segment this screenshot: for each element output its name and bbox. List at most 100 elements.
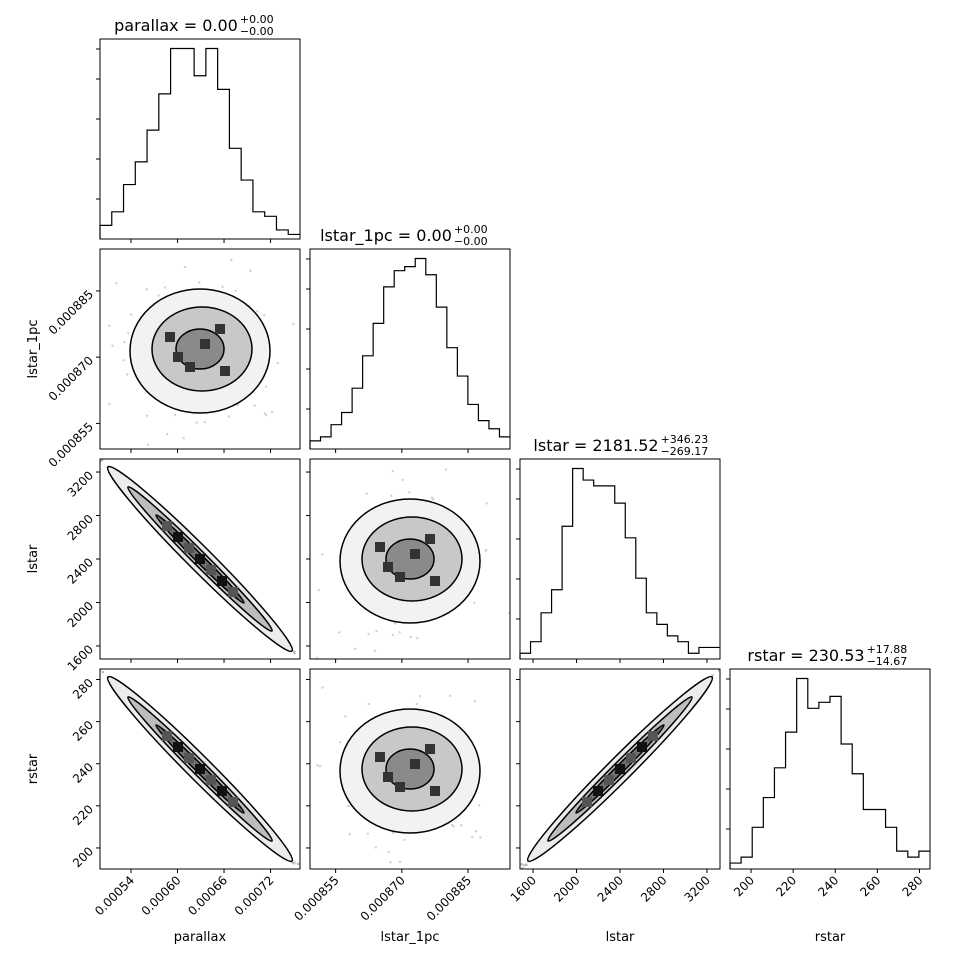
xtick-label-parallax: 0.00072 [232, 873, 277, 918]
title-rstar: rstar = 230.53 +17.88−14.67 [747, 643, 907, 668]
density-block [410, 759, 420, 769]
sample-point [409, 635, 412, 638]
sample-point [130, 313, 133, 316]
sample-point [315, 430, 317, 432]
density-block [582, 797, 592, 807]
sample-point [108, 324, 111, 327]
sample-point [418, 694, 422, 698]
panel-rstar-vs-lstar_1pc [309, 668, 511, 870]
sample-point [264, 385, 268, 388]
ytick-label-lstar: 2800 [65, 512, 96, 543]
sample-point [415, 702, 418, 706]
xaxis-label-rstar: rstar [815, 930, 846, 945]
density-block [395, 782, 405, 792]
density-block [383, 562, 393, 572]
sample-point [165, 432, 169, 436]
xtick-label-lstar: 2800 [638, 873, 669, 904]
sample-point [198, 281, 201, 284]
sample-point [101, 670, 105, 674]
sample-point [292, 322, 295, 326]
sample-point [374, 846, 377, 849]
sample-point [91, 661, 94, 664]
sample-point [253, 404, 256, 407]
panel-frame [309, 668, 511, 870]
sample-point [262, 314, 266, 317]
sample-point [256, 310, 259, 313]
density-block [195, 764, 205, 774]
histogram-lstar [519, 467, 720, 659]
title-plus: +0.00 [240, 13, 274, 26]
title-minus: −0.00 [454, 235, 488, 248]
sample-point [85, 443, 88, 446]
sample-point [315, 656, 319, 659]
histogram-lstar_1pc [309, 257, 510, 449]
xtick-label-lstar: 1600 [508, 873, 539, 904]
density-block [206, 775, 216, 785]
title-plus: +0.00 [454, 223, 488, 236]
sample-point [94, 662, 97, 665]
sample-point [115, 282, 118, 285]
sample-point [485, 502, 488, 505]
sample-point [304, 664, 307, 667]
sample-point [347, 804, 350, 808]
panel-rstar-vs-lstar [508, 656, 732, 879]
sample-point [94, 666, 97, 669]
sample-point [234, 289, 237, 292]
density-block [206, 565, 216, 575]
sample-point [366, 832, 370, 835]
sample-point [403, 838, 406, 842]
title-minus: −0.00 [240, 25, 274, 38]
sample-point [147, 443, 150, 446]
yaxis-label-lstar_1pc: lstar_1pc [26, 320, 41, 379]
sample-point [123, 341, 126, 344]
xtick-label-lstar: 2000 [551, 873, 582, 904]
sample-point [321, 686, 324, 689]
title-main: rstar = 230.53 [747, 646, 864, 665]
density-block [425, 534, 435, 544]
sample-point [306, 666, 309, 669]
xaxis-label-lstar: lstar [606, 930, 635, 945]
hist-panel-lstar_1pc [306, 248, 511, 450]
histogram-rstar [729, 677, 930, 869]
sample-point [301, 868, 304, 871]
sample-point [444, 678, 446, 680]
ytick-label-rstar: 280 [70, 676, 96, 702]
xaxis-label-parallax: parallax [174, 930, 227, 945]
xaxis-label-lstar_1pc: lstar_1pc [381, 930, 440, 945]
xtick-label-rstar: 280 [899, 873, 925, 899]
sample-point [306, 877, 309, 880]
sample-point [339, 741, 342, 744]
sample-point [221, 285, 224, 288]
sample-point [263, 412, 266, 415]
sample-point [484, 549, 487, 552]
density-block [173, 742, 183, 752]
sample-point [236, 404, 240, 407]
sample-point [310, 880, 313, 883]
sample-point [375, 630, 378, 633]
sample-point [717, 669, 720, 672]
sample-point [729, 656, 732, 659]
sample-point [508, 876, 511, 879]
sample-point [373, 649, 377, 652]
sample-point [367, 702, 370, 706]
sample-point [292, 862, 296, 865]
density-block [184, 543, 194, 553]
xtick-label-lstar_1pc: 0.000885 [424, 873, 474, 923]
sample-point [473, 700, 477, 703]
ytick-label-lstar_1pc: 0.000870 [46, 353, 96, 403]
density-block [195, 554, 205, 564]
xtick-label-rstar: 200 [731, 873, 757, 899]
sample-point [525, 863, 528, 866]
sample-point [126, 373, 129, 376]
density-block [215, 324, 225, 334]
sample-point [344, 715, 347, 718]
title-minus: −269.17 [661, 445, 709, 458]
ytick-label-lstar: 2000 [65, 599, 96, 630]
sample-point [401, 478, 404, 481]
sample-point [317, 588, 320, 592]
ytick-label-lstar: 3200 [65, 468, 96, 499]
density-block [383, 772, 393, 782]
density-block [593, 786, 603, 796]
density-block [162, 521, 172, 531]
